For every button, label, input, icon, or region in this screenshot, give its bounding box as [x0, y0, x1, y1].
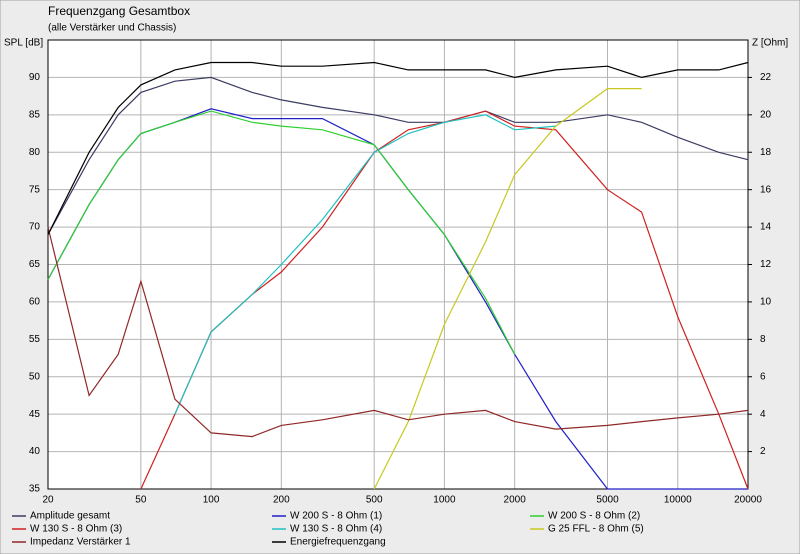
legend-label: W 200 S - 8 Ohm (1) — [290, 511, 382, 522]
legend-label: Energiefrequenzgang — [290, 537, 386, 548]
y-tick-label: 70 — [29, 222, 41, 233]
y-tick-label: 75 — [29, 184, 41, 195]
chart-title: Frequenzgang Gesamtbox — [48, 4, 190, 18]
y2-tick-label: 8 — [760, 334, 766, 345]
y-tick-label: 60 — [29, 297, 41, 308]
y-tick-label: 85 — [29, 109, 41, 120]
legend-label: G 25 FFL - 8 Ohm (5) — [548, 524, 644, 535]
x-tick-label: 100 — [203, 495, 220, 506]
y2-tick-label: 20 — [760, 109, 772, 120]
y2-tick-label: 14 — [760, 222, 772, 233]
x-tick-label: 5000 — [596, 495, 619, 506]
x-tick-label: 500 — [366, 495, 383, 506]
x-tick-label: 50 — [135, 495, 147, 506]
x-tick-label: 1000 — [433, 495, 456, 506]
series-line — [47, 76, 749, 235]
y-tick-label: 55 — [29, 334, 41, 345]
y2-tick-label: 22 — [760, 72, 772, 83]
series-line — [47, 226, 749, 438]
y-axis-label: SPL [dB] — [4, 38, 43, 49]
series-line — [47, 110, 516, 355]
series-line — [47, 61, 749, 235]
x-tick-label: 20 — [42, 495, 54, 506]
legend-label: Amplitude gesamt — [30, 511, 110, 522]
y-tick-label: 45 — [29, 409, 41, 420]
y2-tick-label: 2 — [760, 446, 766, 457]
y2-tick-label: 6 — [760, 371, 766, 382]
chart-subtitle: (alle Verstärker und Chassis) — [48, 23, 176, 34]
x-tick-label: 10000 — [664, 495, 692, 506]
series-line — [373, 88, 642, 490]
x-tick-label: 20000 — [734, 495, 762, 506]
legend-label: Impedanz Verstärker 1 — [30, 537, 131, 548]
y2-tick-label: 16 — [760, 184, 772, 195]
y2-axis-label: Z [Ohm] — [752, 38, 788, 49]
y2-tick-label: 4 — [760, 409, 766, 420]
y-tick-label: 35 — [29, 484, 41, 495]
y2-tick-label: 18 — [760, 147, 772, 158]
y2-tick-label: 10 — [760, 297, 772, 308]
x-tick-label: 200 — [273, 495, 290, 506]
legend-label: W 130 S - 8 Ohm (3) — [30, 524, 122, 535]
y-tick-label: 90 — [29, 72, 41, 83]
legend-label: W 200 S - 8 Ohm (2) — [548, 511, 640, 522]
y2-tick-label: 12 — [760, 259, 772, 270]
y-tick-label: 40 — [29, 446, 41, 457]
legend-label: W 130 S - 8 Ohm (4) — [290, 524, 382, 535]
plot-frame — [47, 39, 749, 490]
series-line — [174, 114, 556, 415]
x-tick-label: 2000 — [504, 495, 527, 506]
y-tick-label: 50 — [29, 371, 41, 382]
y-tick-label: 80 — [29, 147, 41, 158]
y-tick-label: 65 — [29, 259, 41, 270]
